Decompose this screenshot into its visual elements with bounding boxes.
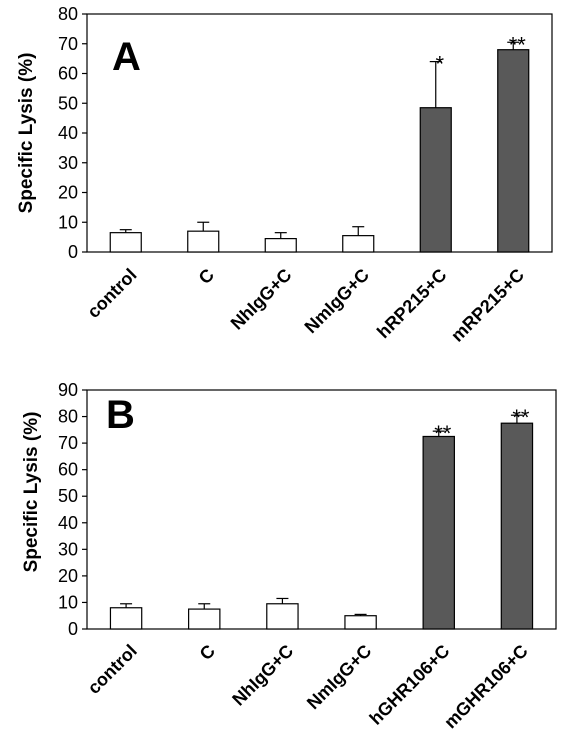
bar xyxy=(187,230,220,253)
bar xyxy=(109,607,143,630)
plot-frame xyxy=(86,13,553,253)
y-axis-label: Specific Lysis (%) xyxy=(16,53,37,214)
bar xyxy=(419,107,452,253)
y-tick-label: 30 xyxy=(58,153,78,173)
bar xyxy=(422,435,455,630)
bar xyxy=(344,615,377,630)
y-tick-label: 10 xyxy=(58,592,78,612)
y-tick-label: 30 xyxy=(58,539,78,559)
bar xyxy=(266,603,299,630)
y-tick-label: 90 xyxy=(58,380,78,400)
bar xyxy=(342,235,375,253)
y-tick-label: 10 xyxy=(58,212,78,232)
y-tick-label: 20 xyxy=(58,566,78,586)
bar xyxy=(497,49,530,253)
significance-marker: ** xyxy=(509,32,527,57)
bar xyxy=(188,608,221,630)
y-axis-label: Specific Lysis (%) xyxy=(21,412,42,573)
panel-label: B xyxy=(106,393,135,437)
significance-marker: * xyxy=(435,52,444,77)
y-tick-label: 50 xyxy=(58,486,78,506)
y-tick-label: 60 xyxy=(58,460,78,480)
y-tick-label: 80 xyxy=(58,407,78,427)
category-label: control xyxy=(83,265,140,322)
chart-panel-a: 0 10 20 30 40 50 60 70 80 Specific Lysis (%) Acont… xyxy=(16,4,553,346)
category-label: NmIgG+C xyxy=(301,265,373,337)
chart-panel-b: 0 10 20 30 40 50 60 70 80 90 Specific Lysis (%) Bco… xyxy=(21,380,557,733)
category-label: NhIgG+C xyxy=(228,641,297,710)
category-label: NmIgG+C xyxy=(303,641,375,713)
y-tick-label: 60 xyxy=(58,64,78,84)
category-label: hRP215+C xyxy=(373,265,450,342)
category-label: hGHR106+C xyxy=(366,641,454,729)
y-tick-label: 40 xyxy=(58,513,78,533)
category-label: C xyxy=(195,265,218,288)
y-tick-label: 20 xyxy=(58,183,78,203)
panel-label: A xyxy=(112,35,141,79)
y-tick-label: 0 xyxy=(68,242,78,262)
plot-frame xyxy=(86,389,557,630)
y-tick-label: 80 xyxy=(58,4,78,24)
significance-marker: ** xyxy=(434,421,452,446)
y-tick-label: 0 xyxy=(68,619,78,639)
significance-marker: ** xyxy=(512,405,530,430)
bar xyxy=(109,232,142,253)
y-tick-label: 50 xyxy=(58,93,78,113)
category-label: mGHR106+C xyxy=(440,641,532,733)
y-tick-label: 70 xyxy=(58,433,78,453)
category-label: mRP215+C xyxy=(447,265,528,346)
category-label: control xyxy=(84,641,141,698)
category-label: C xyxy=(196,641,219,664)
y-tick-label: 40 xyxy=(58,123,78,143)
bar xyxy=(264,238,297,253)
bar xyxy=(500,422,534,630)
category-label: NhIgG+C xyxy=(227,265,296,334)
y-tick-label: 70 xyxy=(58,34,78,54)
